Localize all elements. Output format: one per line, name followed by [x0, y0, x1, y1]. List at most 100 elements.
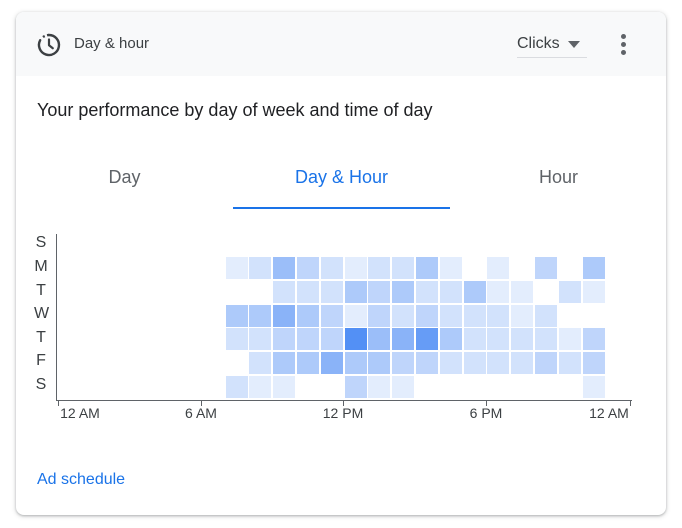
heatmap-cell[interactable]	[416, 280, 438, 303]
heatmap-cell[interactable]	[225, 257, 248, 279]
heatmap-cell[interactable]	[439, 352, 462, 375]
x-tick	[486, 400, 487, 406]
heatmap-cell[interactable]	[487, 280, 510, 303]
active-tab-indicator	[233, 207, 450, 209]
heatmap-cell[interactable]	[511, 280, 534, 303]
heatmap-cell[interactable]	[225, 376, 248, 398]
x-tick-label: 12 PM	[322, 405, 364, 421]
schedule-icon	[37, 33, 61, 57]
heatmap-cell[interactable]	[368, 304, 391, 327]
heatmap-cell[interactable]	[416, 304, 438, 327]
tab-day[interactable]: Day	[108, 167, 141, 187]
card-title: Day & hour	[74, 35, 150, 52]
heatmap-cell[interactable]	[463, 352, 486, 375]
heatmap-cell[interactable]	[249, 328, 272, 351]
card-header: Day & hour Clicks	[16, 12, 666, 76]
heatmap-cell[interactable]	[535, 257, 557, 279]
heatmap-cell[interactable]	[439, 280, 462, 303]
x-axis	[56, 400, 632, 401]
heatmap-cell[interactable]	[320, 328, 343, 351]
heatmap-cell[interactable]	[273, 328, 296, 351]
heatmap-cell[interactable]	[368, 328, 391, 351]
heatmap-cell[interactable]	[320, 352, 343, 375]
heatmap-cell[interactable]	[463, 280, 486, 303]
ad-schedule-link[interactable]: Ad schedule	[37, 471, 126, 488]
heatmap-cell[interactable]	[249, 304, 272, 327]
heatmap-cell[interactable]	[511, 352, 534, 375]
day-label-sun: S	[35, 234, 47, 251]
heatmap-cell[interactable]	[582, 280, 605, 303]
heatmap-cell[interactable]	[487, 328, 510, 351]
day-hour-card: Day & hour Clicks Your performance by da…	[16, 12, 666, 515]
heatmap-cell[interactable]	[320, 304, 343, 327]
heatmap-cell[interactable]	[392, 257, 415, 279]
heatmap-cell[interactable]	[487, 304, 510, 327]
heatmap-cell[interactable]	[368, 257, 391, 279]
day-label-thu: T	[36, 329, 46, 346]
heatmap-cell[interactable]	[344, 376, 367, 398]
heatmap-cell[interactable]	[344, 257, 367, 279]
heatmap-cell[interactable]	[297, 352, 319, 375]
x-tick	[630, 400, 631, 406]
heatmap-cell[interactable]	[273, 280, 296, 303]
heatmap-cell[interactable]	[273, 352, 296, 375]
heatmap-cell[interactable]	[535, 304, 557, 327]
heatmap-cell[interactable]	[344, 304, 367, 327]
metric-label: Clicks	[517, 35, 560, 52]
heatmap-cell[interactable]	[463, 304, 486, 327]
heatmap-cell[interactable]	[558, 352, 581, 375]
heatmap-cell[interactable]	[392, 280, 415, 303]
heatmap-cell[interactable]	[582, 328, 605, 351]
heatmap-cell[interactable]	[487, 352, 510, 375]
heatmap-cell[interactable]	[439, 328, 462, 351]
heatmap-cell[interactable]	[297, 257, 319, 279]
heatmap-cell[interactable]	[297, 328, 319, 351]
heatmap-cell[interactable]	[392, 328, 415, 351]
heatmap-cell[interactable]	[368, 352, 391, 375]
heatmap-cell[interactable]	[582, 352, 605, 375]
heatmap-cell[interactable]	[249, 376, 272, 398]
heatmap-cell[interactable]	[320, 280, 343, 303]
heatmap-cell[interactable]	[511, 304, 534, 327]
tab-day-hour[interactable]: Day & Hour	[294, 167, 389, 187]
heatmap-cell[interactable]	[416, 257, 438, 279]
heatmap-cell[interactable]	[273, 304, 296, 327]
tab-hour[interactable]: Hour	[538, 167, 578, 187]
heatmap-cell[interactable]	[535, 328, 557, 351]
heatmap-cell[interactable]	[558, 280, 581, 303]
heatmap-cell[interactable]	[558, 328, 581, 351]
heatmap-cell[interactable]	[368, 376, 391, 398]
x-tick-label: 6 PM	[469, 405, 503, 421]
heatmap-cell[interactable]	[297, 280, 319, 303]
heatmap-cell[interactable]	[297, 304, 319, 327]
heatmap-cell[interactable]	[320, 257, 343, 279]
heatmap-cell[interactable]	[225, 304, 248, 327]
heatmap-cell[interactable]	[344, 352, 367, 375]
heatmap-cell[interactable]	[582, 257, 605, 279]
heatmap-cell[interactable]	[392, 352, 415, 375]
heatmap-cell[interactable]	[439, 257, 462, 279]
heatmap-cell[interactable]	[439, 304, 462, 327]
heatmap-cell[interactable]	[416, 328, 438, 351]
heatmap-cell[interactable]	[463, 328, 486, 351]
heatmap-cell[interactable]	[344, 280, 367, 303]
metric-dropdown[interactable]: Clicks	[517, 33, 587, 58]
heatmap-cell[interactable]	[392, 376, 415, 398]
x-tick	[201, 400, 202, 406]
heatmap-cell[interactable]	[249, 352, 272, 375]
heatmap-cell[interactable]	[273, 257, 296, 279]
heatmap-cell[interactable]	[368, 280, 391, 303]
heatmap-cell[interactable]	[273, 376, 296, 398]
heatmap-cell[interactable]	[511, 328, 534, 351]
day-label-wed: W	[34, 305, 50, 322]
heatmap-cell[interactable]	[344, 328, 367, 351]
heatmap-cell[interactable]	[535, 352, 557, 375]
heatmap-cell[interactable]	[487, 257, 510, 279]
heatmap-cell[interactable]	[249, 257, 272, 279]
heatmap-cell[interactable]	[416, 352, 438, 375]
heatmap-cell[interactable]	[392, 304, 415, 327]
more-vert-icon[interactable]	[613, 32, 635, 58]
heatmap-cell[interactable]	[225, 328, 248, 351]
x-tick-label: 6 AM	[185, 405, 217, 421]
heatmap-cell[interactable]	[582, 376, 605, 398]
